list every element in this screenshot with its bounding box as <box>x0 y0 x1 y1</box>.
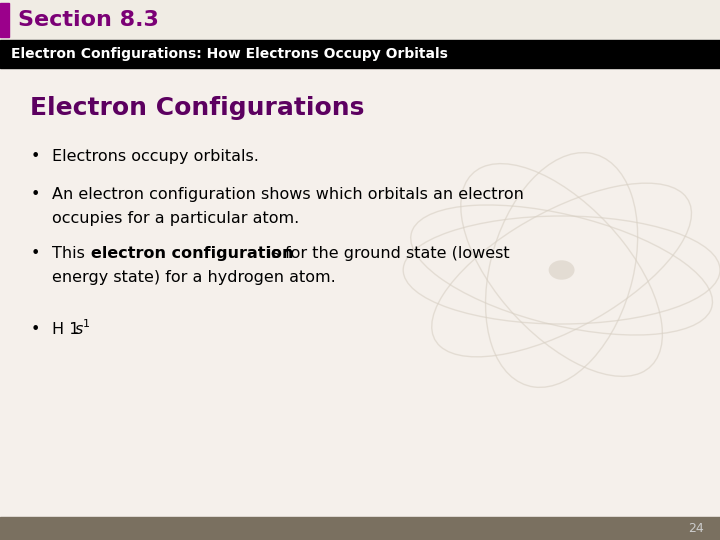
Text: Electrons occupy orbitals.: Electrons occupy orbitals. <box>52 149 258 164</box>
Text: •: • <box>30 187 40 202</box>
Text: •: • <box>30 322 40 337</box>
Bar <box>0 3 9 37</box>
Text: An electron configuration shows which orbitals an electron: An electron configuration shows which or… <box>52 187 523 202</box>
Text: Electron Configurations: How Electrons Occupy Orbitals: Electron Configurations: How Electrons O… <box>11 47 448 61</box>
Text: •: • <box>30 149 40 164</box>
Text: H 1: H 1 <box>52 322 79 337</box>
Bar <box>0 0 720 40</box>
Bar <box>0 40 720 68</box>
Text: •: • <box>30 246 40 261</box>
Text: This: This <box>52 246 90 261</box>
Text: 1: 1 <box>83 319 90 329</box>
Text: s: s <box>75 322 84 337</box>
Text: electron configuration: electron configuration <box>91 246 293 261</box>
Text: occupies for a particular atom.: occupies for a particular atom. <box>52 211 299 226</box>
Text: is for the ground state (lowest: is for the ground state (lowest <box>262 246 510 261</box>
Circle shape <box>549 260 575 280</box>
Text: Electron Configurations: Electron Configurations <box>30 96 364 120</box>
Text: Section 8.3: Section 8.3 <box>18 10 159 30</box>
Bar <box>0 517 720 540</box>
Text: energy state) for a hydrogen atom.: energy state) for a hydrogen atom. <box>52 270 336 285</box>
Text: 24: 24 <box>688 522 704 535</box>
